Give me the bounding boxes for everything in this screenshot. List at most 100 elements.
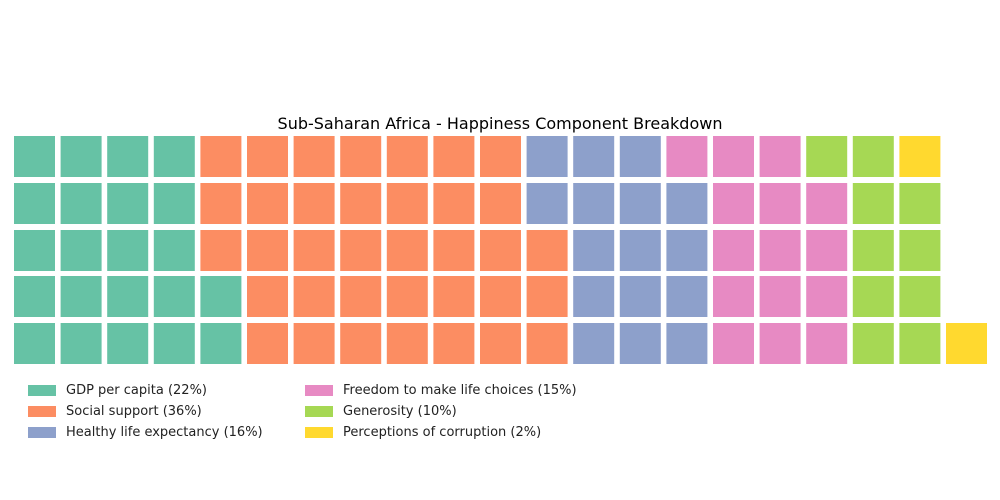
waffle-cell-series-2 [386,276,428,317]
legend-item: GDP per capita (22%) [28,381,305,399]
waffle-cell-series-2 [340,183,382,224]
waffle-cell-series-2 [433,230,475,271]
waffle-cell-series-2 [247,230,288,271]
waffle-cell-series-5 [899,183,941,224]
waffle-cell-series-1 [14,230,55,271]
waffle-cell-series-2 [386,230,428,271]
waffle-cell-series-1 [153,276,195,317]
waffle-cell-series-2 [340,136,382,177]
waffle-cell-series-3 [573,183,615,224]
waffle-cell-series-5 [899,230,941,271]
legend-label: Generosity (10%) [343,403,457,419]
waffle-cell-series-1 [153,323,195,364]
waffle-cell-series-3 [619,136,661,177]
legend-item: Social support (36%) [28,402,305,420]
waffle-cell-series-1 [107,230,149,271]
waffle-cell-series-5 [852,276,894,317]
legend-swatch [28,405,56,417]
waffle-cell-series-5 [899,323,941,364]
waffle-cell-series-2 [340,323,382,364]
waffle-cell-series-3 [619,230,661,271]
waffle-cell-series-4 [666,136,708,177]
waffle-cell-series-5 [852,136,894,177]
legend-swatch [305,405,333,417]
legend-label: GDP per capita (22%) [66,382,207,398]
waffle-cell-series-2 [200,183,242,224]
waffle-cell-series-2 [340,276,382,317]
waffle-cell-series-1 [14,183,55,224]
waffle-cell-series-2 [433,276,475,317]
waffle-cell-series-2 [293,136,335,177]
waffle-cell-series-2 [247,323,288,364]
waffle-cell-series-2 [433,183,475,224]
waffle-cell-series-2 [247,183,288,224]
waffle-cell-series-1 [153,183,195,224]
waffle-cell-series-3 [619,323,661,364]
waffle-cell-series-4 [713,276,754,317]
waffle-cell-series-1 [60,183,102,224]
waffle-cell-series-2 [293,183,335,224]
legend-item: Perceptions of corruption (2%) [305,423,605,441]
waffle-cell-series-1 [107,136,149,177]
waffle-cell-series-5 [899,276,941,317]
legend-swatch [305,384,333,396]
waffle-cell-series-3 [619,276,661,317]
waffle-cell-series-5 [852,230,894,271]
waffle-cell-series-4 [806,230,848,271]
waffle-cell-series-3 [619,183,661,224]
waffle-cell-series-2 [480,183,521,224]
legend-label: Freedom to make life choices (15%) [343,382,577,398]
waffle-cell-series-1 [153,230,195,271]
waffle-cell-series-4 [806,323,848,364]
waffle-cell-series-1 [60,323,102,364]
waffle-cell-series-2 [247,136,288,177]
waffle-cell-series-2 [200,136,242,177]
waffle-cell-series-3 [573,230,615,271]
waffle-cell-series-3 [666,183,708,224]
waffle-cell-series-4 [759,230,801,271]
waffle-cells [14,136,987,364]
waffle-cell-series-4 [759,136,801,177]
waffle-cell-series-3 [573,136,615,177]
waffle-cell-series-4 [713,230,754,271]
waffle-cell-series-2 [247,276,288,317]
legend-swatch [28,426,56,438]
waffle-cell-series-6 [899,136,941,177]
chart-title: Sub-Saharan Africa - Happiness Component… [278,114,723,133]
waffle-cell-series-2 [293,276,335,317]
waffle-cell-series-1 [60,136,102,177]
waffle-cell-series-1 [14,276,55,317]
waffle-cell-series-3 [666,276,708,317]
waffle-cell-series-1 [107,276,149,317]
waffle-cell-series-1 [60,276,102,317]
waffle-cell-series-2 [340,230,382,271]
waffle-cell-series-3 [573,276,615,317]
waffle-cell-series-4 [759,276,801,317]
legend-swatch [305,426,333,438]
waffle-cell-series-4 [759,323,801,364]
waffle-cell-series-4 [759,183,801,224]
waffle-cell-series-3 [526,136,568,177]
waffle-cell-series-4 [806,183,848,224]
waffle-cell-series-6 [946,323,987,364]
waffle-cell-series-1 [200,323,242,364]
waffle-cell-series-4 [713,323,754,364]
waffle-cell-series-1 [14,323,55,364]
legend-label: Social support (36%) [66,403,202,419]
waffle-cell-series-2 [386,323,428,364]
waffle-cell-series-2 [480,136,521,177]
waffle-cell-series-3 [573,323,615,364]
waffle-cell-series-5 [852,183,894,224]
legend-item: Freedom to make life choices (15%) [305,381,605,399]
waffle-cell-series-4 [713,183,754,224]
waffle-cell-series-1 [14,136,55,177]
waffle-cell-series-2 [433,136,475,177]
legend-label: Perceptions of corruption (2%) [343,424,542,440]
waffle-cell-series-5 [806,136,848,177]
chart-legend: GDP per capita (22%) Social support (36%)… [28,381,748,441]
waffle-cell-series-2 [526,230,568,271]
waffle-cell-series-4 [806,276,848,317]
waffle-cell-series-1 [60,230,102,271]
waffle-cell-series-3 [666,323,708,364]
waffle-cell-series-2 [480,323,521,364]
